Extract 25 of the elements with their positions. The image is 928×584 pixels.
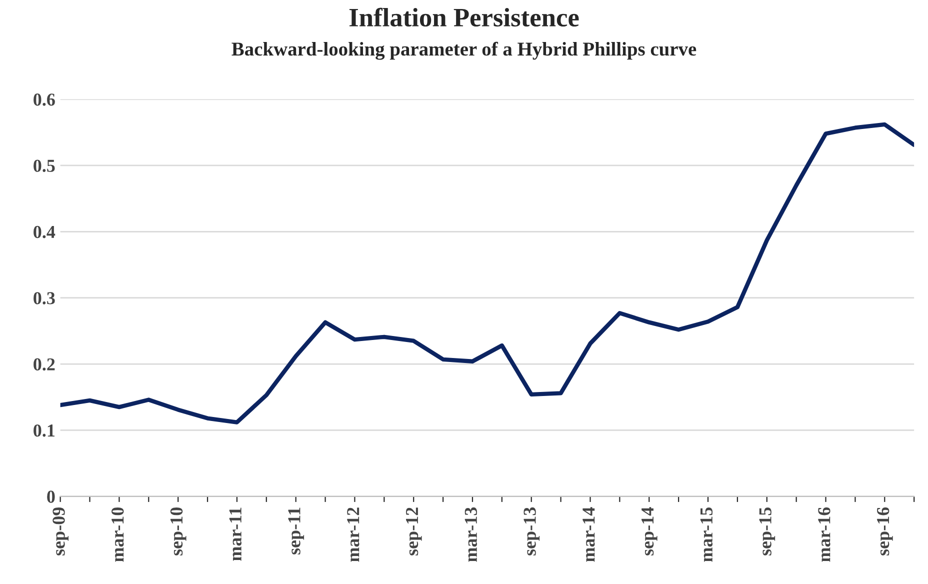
x-tick-label: sep-16 (877, 507, 893, 556)
y-tick-label: 0.2 (34, 358, 55, 371)
y-tick-label: 0.4 (34, 226, 56, 238)
x-tick-label: sep-12 (406, 508, 422, 556)
x-tick-label: sep-14 (642, 507, 658, 556)
chart-title: Inflation Persistence (349, 8, 579, 27)
x-tick-label: mar-14 (582, 507, 595, 562)
chart-subtitle: Backward-looking parameter of a Hybrid Phillips curve (232, 42, 696, 60)
x-tick-label: sep-09 (52, 507, 69, 556)
y-tick-label: 0.3 (34, 292, 55, 304)
x-tick-label: mar-15 (700, 507, 713, 562)
x-tick-label: sep-13 (524, 507, 540, 556)
x-tick-label: sep-11 (288, 508, 304, 554)
y-tick-label: 0.6 (34, 94, 55, 106)
y-tick-label: 0.5 (34, 160, 55, 172)
x-tick-label: sep-15 (759, 507, 776, 556)
x-tick-label: mar-10 (112, 508, 124, 562)
y-tick-label: 0 (47, 490, 55, 503)
x-tick-label: mar-12 (347, 508, 360, 562)
line-series (60, 122, 914, 424)
x-tick-label: mar-13 (464, 507, 477, 562)
x-tick-label: mar-16 (818, 507, 830, 562)
x-tick-label: sep-10 (170, 508, 186, 556)
x-tick-label: mar-11 (229, 508, 242, 561)
y-tick-label: 0.1 (34, 424, 55, 437)
